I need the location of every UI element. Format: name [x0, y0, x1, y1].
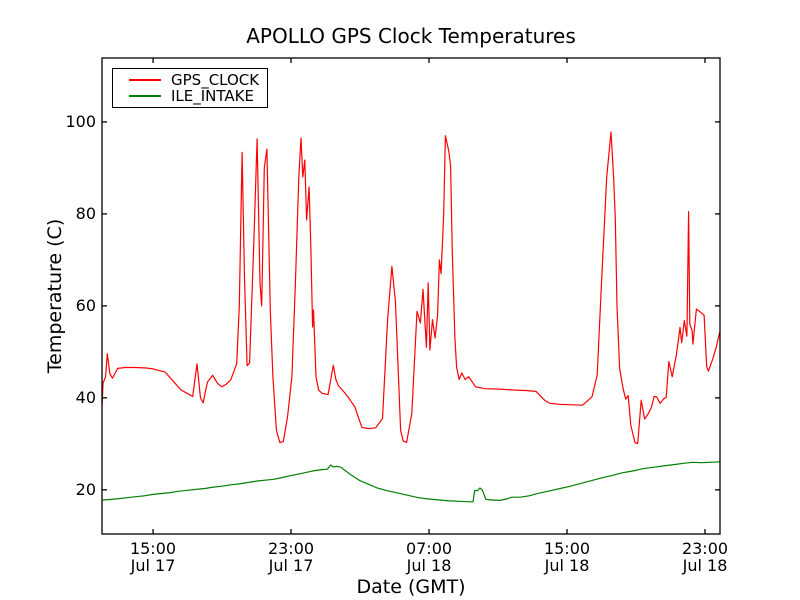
y-tick-label: 20 — [75, 480, 96, 499]
x-tick-label: 15:00 Jul 18 — [543, 539, 591, 575]
legend: GPS_CLOCK ILE_INTAKE — [112, 68, 268, 108]
axes-frame — [101, 57, 721, 535]
legend-label-ile-intake: ILE_INTAKE — [171, 87, 254, 105]
legend-item-gps-clock: GPS_CLOCK — [119, 71, 260, 89]
gps-clock-line-sample-icon — [129, 79, 161, 81]
y-tick-label: 80 — [75, 204, 96, 223]
series-line-ile_intake — [102, 461, 720, 503]
x-tick-label: 23:00 Jul 17 — [267, 539, 315, 575]
legend-label-gps-clock: GPS_CLOCK — [171, 71, 260, 89]
y-tick-label: 100 — [65, 112, 96, 131]
legend-item-ile-intake: ILE_INTAKE — [119, 87, 259, 105]
chart-title: APOLLO GPS Clock Temperatures — [246, 24, 576, 48]
y-tick-label: 40 — [75, 388, 96, 407]
x-axis-label: Date (GMT) — [356, 576, 466, 598]
x-tick-label: 23:00 Jul 18 — [681, 539, 729, 575]
ile-intake-line-sample-icon — [129, 95, 161, 97]
x-tick-label: 15:00 Jul 17 — [129, 539, 177, 575]
x-tick-label: 07:00 Jul 18 — [405, 539, 453, 575]
y-axis-label: Temperature (C) — [44, 218, 66, 374]
series-line-gps_clock — [101, 131, 721, 444]
y-tick-label: 60 — [75, 296, 96, 315]
